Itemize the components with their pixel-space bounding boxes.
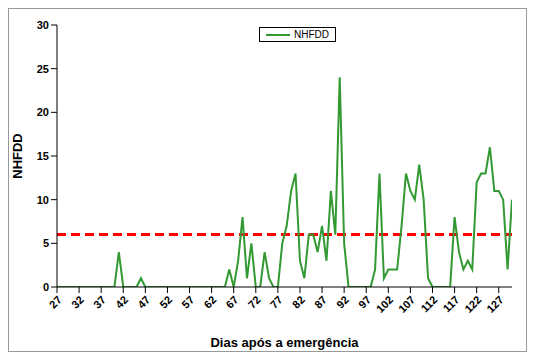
svg-text:37: 37 — [91, 293, 108, 310]
svg-text:47: 47 — [135, 293, 152, 310]
svg-text:42: 42 — [113, 293, 130, 310]
svg-text:57: 57 — [179, 293, 196, 310]
svg-text:0: 0 — [43, 281, 49, 293]
svg-text:77: 77 — [268, 293, 285, 310]
svg-text:107: 107 — [396, 293, 417, 314]
svg-text:52: 52 — [157, 293, 174, 310]
svg-text:82: 82 — [290, 293, 307, 310]
svg-text:Dias após a emergência: Dias após a emergência — [210, 335, 359, 350]
svg-text:97: 97 — [356, 293, 373, 310]
svg-text:62: 62 — [201, 293, 218, 310]
svg-text:27: 27 — [47, 293, 64, 310]
svg-text:15: 15 — [37, 150, 49, 162]
svg-text:92: 92 — [334, 293, 351, 310]
svg-text:112: 112 — [418, 293, 439, 314]
svg-text:NHFDD: NHFDD — [10, 133, 25, 179]
svg-text:67: 67 — [223, 293, 240, 310]
svg-text:10: 10 — [37, 194, 49, 206]
svg-text:72: 72 — [246, 293, 263, 310]
svg-text:122: 122 — [462, 293, 483, 314]
svg-text:5: 5 — [43, 237, 49, 249]
svg-text:87: 87 — [312, 293, 329, 310]
html-text:NHFDD: NHFDD — [294, 29, 329, 40]
svg-text:127: 127 — [484, 293, 505, 314]
svg-text:30: 30 — [37, 19, 49, 31]
svg-text:32: 32 — [69, 293, 86, 310]
svg-text:20: 20 — [37, 106, 49, 118]
svg-text:25: 25 — [37, 63, 49, 75]
svg-text:102: 102 — [374, 293, 395, 314]
svg-text:117: 117 — [440, 293, 461, 314]
